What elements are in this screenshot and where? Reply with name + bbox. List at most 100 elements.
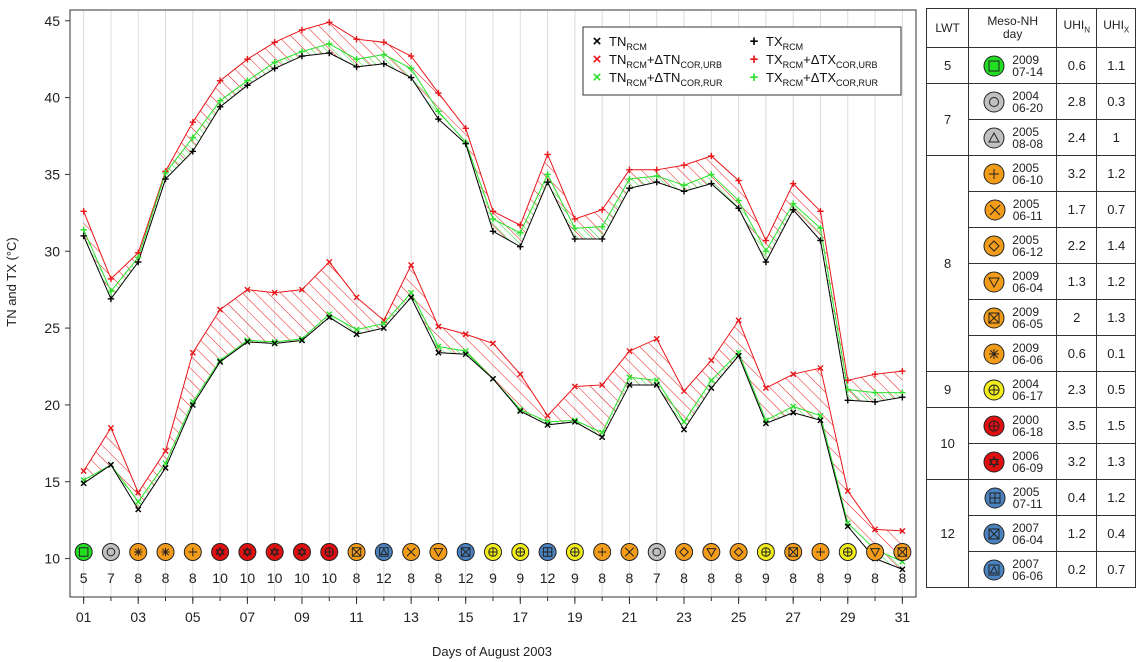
point-stroke [762,420,769,427]
symbol-circle [983,271,1005,292]
point-stroke [244,337,251,344]
lwt-symbol [983,307,1005,328]
lwt-day-label: 8 [134,570,142,586]
lwt-day-label: 10 [294,570,310,586]
symbol-diamond [679,547,689,557]
day-year: 2007 [1012,520,1039,535]
point-stroke [790,371,797,378]
lwt-day-symbol [347,543,366,561]
data-point [680,181,688,189]
data-point [517,407,524,415]
uhin-cell: 3.5 [1056,407,1098,444]
meso-nh-day-cell: 2009 06-04 [968,263,1058,300]
day-month-day: 06-06 [1012,568,1043,583]
data-point [571,225,579,232]
header-day-label: Meso-NH day [987,14,1038,41]
day-year: 2009 [1012,52,1039,67]
table-row: 12 2005 07-11 0.4 1.2 [925,479,1136,588]
day-year: 2004 [1012,376,1039,391]
day-cell-content: 2004 06-20 [969,90,1056,114]
x-marker-icon: × [593,33,602,50]
y-tick-label: 10 [44,551,60,567]
data-point [626,185,633,192]
symbol-stroke [897,547,907,557]
symbol-triangle-down [989,458,1000,468]
data-point [653,166,660,174]
point-stroke [708,384,715,392]
data-point [544,171,551,178]
data-point [899,527,906,535]
data-point [708,357,715,364]
lwt-symbol-icon [983,559,1005,580]
symbol-square [988,564,1000,575]
data-point [626,374,633,381]
table-row: 2005 06-12 2.2 1.4 [927,227,1136,264]
point-stroke [871,526,879,533]
data-point [326,40,333,48]
point-stroke [462,331,469,338]
day-year: 2005 [1012,232,1039,247]
point-stroke [80,467,87,475]
lwt-day-label: 5 [80,570,88,586]
data-point [189,118,197,126]
uhin-cell: 2 [1056,299,1098,336]
day-cell-content: 2009 06-06 [969,342,1056,366]
lwt-day-symbol [784,543,803,561]
data-point [435,108,442,115]
data-point [189,148,197,155]
y-tick-label: 45 [44,13,60,29]
meso-nh-day-cell: 2005 08-08 [968,119,1058,156]
point-stroke [571,417,578,424]
data-point [762,384,769,392]
data-point [735,177,742,184]
lwt-day-symbol [729,543,748,561]
lwt-day-symbol [156,543,175,561]
data-point [871,370,879,378]
data-point [217,357,224,364]
lwt-symbol [983,91,1005,112]
data-point [653,335,660,342]
day-month-day: 07-11 [1012,496,1043,511]
point-stroke [107,424,115,432]
day-year: 2009 [1012,304,1039,319]
uhin-cell: 0.6 [1056,47,1098,84]
data-point [298,335,306,342]
data-point [216,103,224,111]
lwt-symbol-icon [983,451,1005,472]
meso-nh-day-cell: 2007 06-04 [968,515,1058,552]
x-tick-label: 17 [513,609,529,625]
symbol-circle [983,55,1005,76]
point-stroke [135,506,142,513]
lwt-symbol-icon [984,199,1006,220]
data-point [298,52,306,60]
lwt-day-symbol [374,543,393,561]
data-point [489,215,497,223]
x-tick-label: 01 [76,609,92,625]
lwt-day-symbol [620,543,639,561]
data-point [598,206,606,213]
data-point [735,352,742,359]
day-cell-content: 2005 07-11 [969,486,1056,510]
symbol-inner-circle [652,547,662,557]
lwt-symbol-icon [983,307,1005,328]
symbol-circle [983,559,1005,580]
x-tick-label: 13 [403,609,419,625]
meso-nh-day-cell: 2004 06-20 [968,83,1058,120]
data-point [708,171,715,178]
meso-nh-day-cell: 2000 06-18 [968,407,1058,444]
lwt-day-symbol [893,543,912,561]
data-point [844,377,851,384]
lwt-cell: 7 [925,83,970,156]
symbol-stroke [988,528,1000,539]
lwt-day-symbol [484,543,502,561]
y-tick-label: 15 [44,474,60,490]
header-uhin: UHIN [1056,8,1098,48]
point-stroke [107,461,115,468]
lwt-day-symbol [756,543,775,561]
point-stroke [544,412,551,419]
data-point [407,52,415,60]
lwt-day-label: 9 [571,570,579,586]
table-row: 7 2004 06-20 2.8 0.3 [925,83,1136,156]
data-point [408,261,415,269]
legend-entry: + TXRCM [750,33,804,52]
